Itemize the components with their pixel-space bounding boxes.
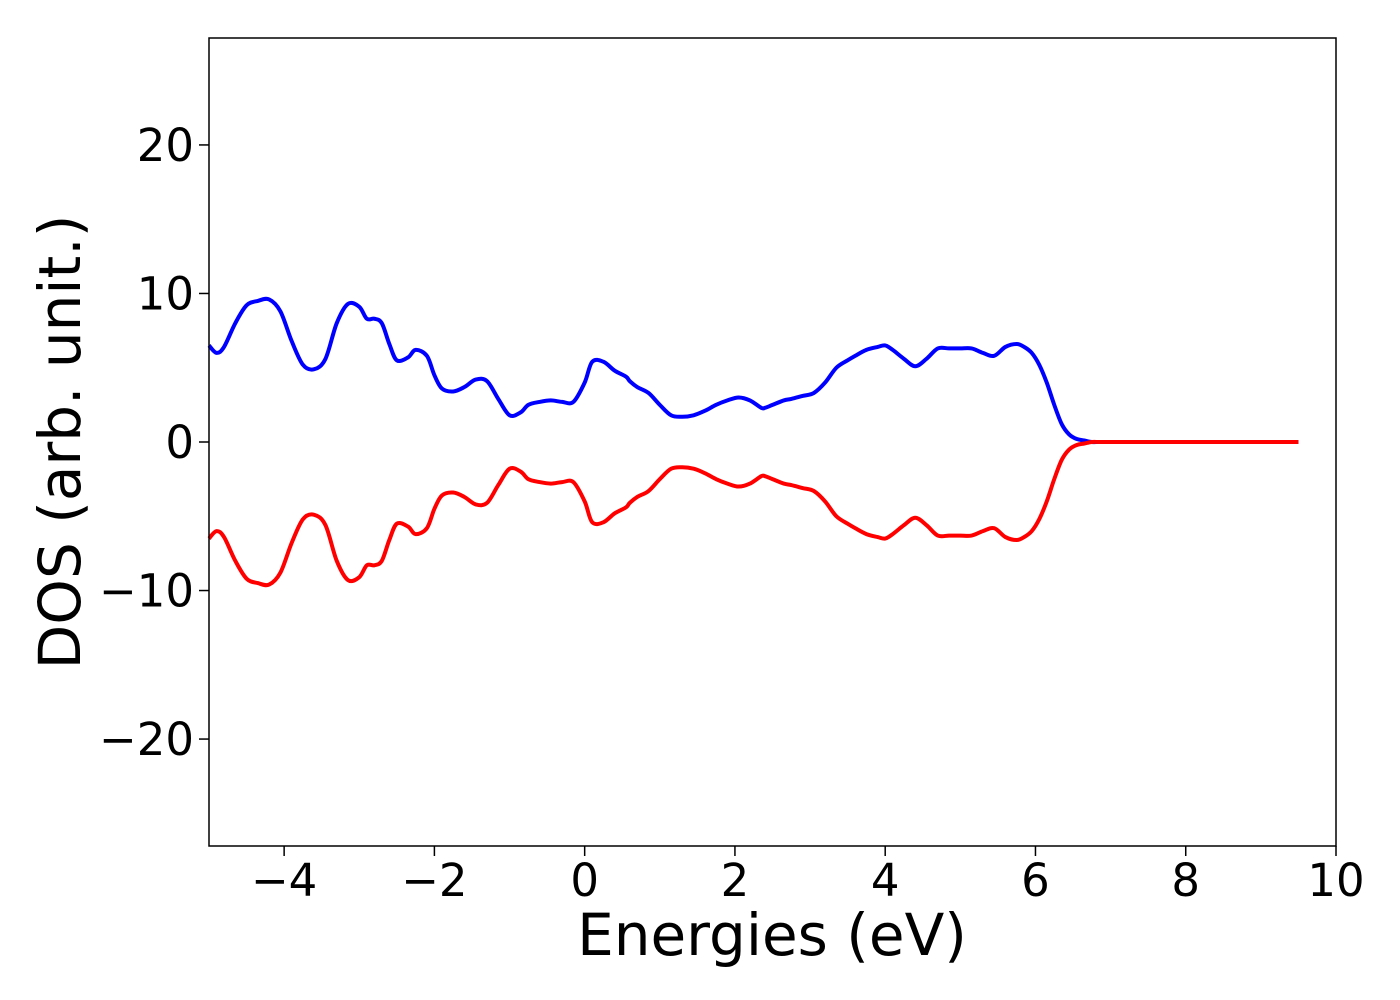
x-tick-label: 2: [721, 854, 750, 907]
y-tick-label: −20: [99, 713, 194, 766]
series-line-2: [207, 439, 1299, 588]
x-tick-label: 0: [570, 854, 599, 907]
x-axis-ticks: −4 −2 0 2 4 6 8 10: [251, 846, 1365, 907]
series-layer: [207, 296, 1299, 588]
y-axis-ticks: −20 −10 0 10 20: [99, 119, 209, 766]
x-tick-label: −4: [251, 854, 317, 907]
x-tick-label: 8: [1171, 854, 1200, 907]
y-tick-label: 20: [137, 119, 194, 172]
y-tick-label: 10: [137, 267, 194, 320]
y-tick-label: 0: [165, 416, 194, 469]
series-line-1: [207, 296, 1299, 445]
x-axis-label: Energies (eV): [577, 901, 967, 969]
x-tick-label: 10: [1307, 854, 1364, 907]
y-tick-label: −10: [99, 565, 194, 618]
x-tick-label: 6: [1021, 854, 1050, 907]
x-tick-label: 4: [871, 854, 900, 907]
y-axis-label: DOS (arb. unit.): [26, 215, 94, 670]
x-tick-label: −2: [401, 854, 467, 907]
